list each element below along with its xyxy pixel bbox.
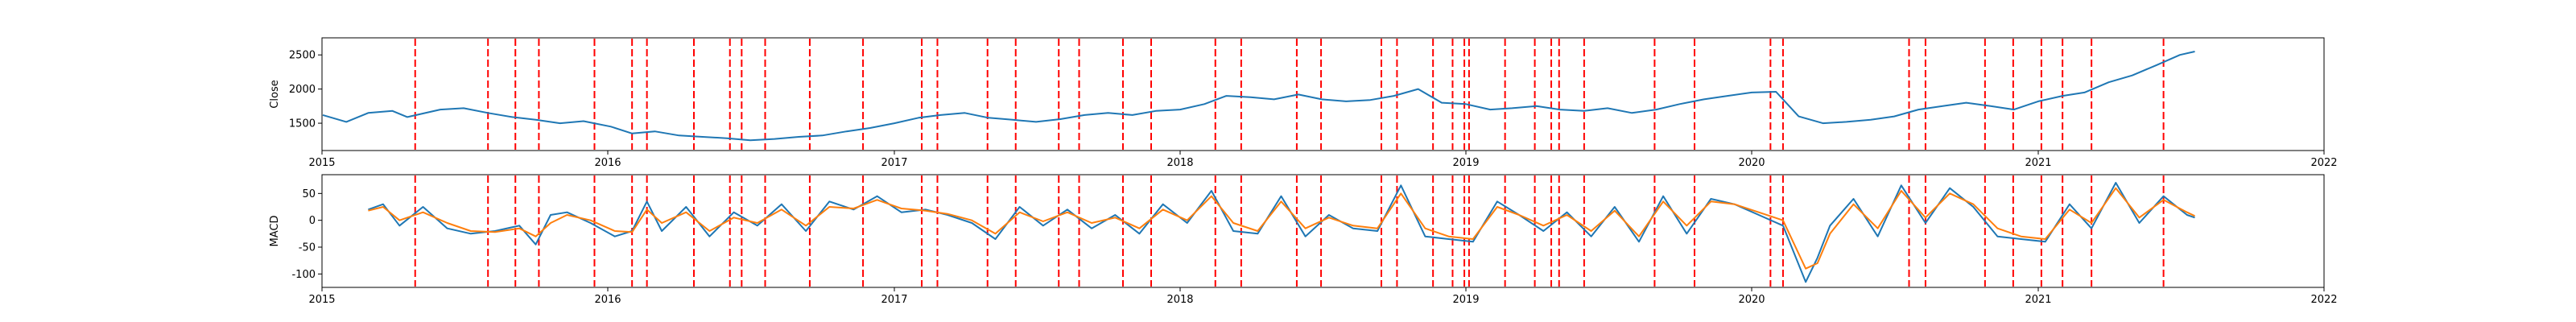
macd-x-ticks: 2015 2016 2017 2018 2019 2020 2021 2022: [308, 287, 2338, 306]
close-plot-frame: [321, 37, 2325, 151]
macd-event-markers: [414, 175, 2165, 287]
x-tick-label: 2015: [308, 157, 335, 169]
y-tick-label: 50: [302, 188, 316, 200]
close-series-lines: [322, 51, 2195, 142]
macd-plot-frame: [321, 174, 2325, 288]
y-tick-label: 1500: [289, 118, 316, 130]
y-tick-label: -50: [299, 242, 316, 254]
x-tick-label: 2015: [308, 294, 335, 306]
y-tick-label: 2500: [289, 50, 316, 62]
macd-y-axis-label: MACD: [269, 216, 281, 247]
x-tick-label: 2022: [2310, 294, 2337, 306]
macd-series-lines: [368, 182, 2195, 283]
x-tick-label: 2020: [1738, 294, 1765, 306]
close-y-axis-label: Close: [269, 80, 281, 108]
x-tick-label: 2022: [2310, 157, 2337, 169]
x-tick-label: 2017: [881, 157, 907, 169]
close-line: [322, 51, 2195, 142]
x-tick-label: 2018: [1166, 157, 1193, 169]
close-y-ticks: 1500 2000 2500: [289, 50, 322, 130]
x-tick-label: 2020: [1738, 157, 1765, 169]
y-tick-label: -100: [291, 269, 316, 281]
macd-y-ticks: -100 -50 0 50: [291, 188, 322, 281]
y-tick-label: 2000: [289, 84, 316, 96]
close-event-markers: [414, 39, 2165, 150]
y-tick-label: 0: [309, 215, 316, 227]
x-tick-label: 2016: [594, 157, 621, 169]
x-tick-label: 2021: [2025, 157, 2051, 169]
x-tick-label: 2017: [881, 294, 907, 306]
x-tick-label: 2021: [2025, 294, 2051, 306]
x-tick-label: 2019: [1452, 157, 1479, 169]
x-tick-label: 2018: [1166, 294, 1193, 306]
x-tick-label: 2019: [1452, 294, 1479, 306]
close-x-ticks: 2015 2016 2017 2018 2019 2020 2021 2022: [308, 151, 2338, 169]
signal-line: [368, 187, 2195, 270]
close-price-panel: 1500 2000 2500 2015 2016 2017 2018 2019 2020 202…: [269, 37, 2338, 169]
x-tick-label: 2016: [594, 294, 621, 306]
